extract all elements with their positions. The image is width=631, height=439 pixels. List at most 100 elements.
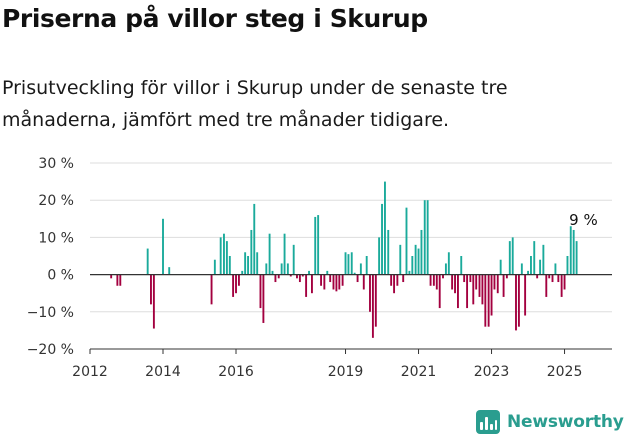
- bar: [338, 274, 341, 290]
- bar: [575, 241, 578, 275]
- bar: [244, 252, 247, 275]
- bar: [563, 274, 566, 290]
- bar: [283, 233, 286, 275]
- bar: [344, 252, 347, 275]
- y-tick-label: 10 %: [38, 230, 74, 246]
- bar: [247, 256, 250, 275]
- bar: [335, 274, 338, 292]
- bar: [447, 252, 450, 275]
- bar: [353, 272, 356, 275]
- y-tick-label: −10 %: [27, 305, 74, 321]
- bar: [524, 274, 527, 316]
- bar: [481, 274, 484, 305]
- bar: [542, 244, 545, 275]
- bar: [341, 274, 344, 286]
- bar: [393, 274, 396, 294]
- bar: [350, 252, 353, 275]
- bar: [411, 256, 414, 275]
- bar: [548, 274, 551, 279]
- bar: [557, 274, 560, 283]
- bar: [460, 256, 463, 275]
- bar: [554, 263, 557, 275]
- bar: [384, 181, 386, 275]
- bar: [268, 233, 271, 275]
- bar: [423, 200, 426, 275]
- bar: [527, 270, 529, 275]
- y-tick-label: 0 %: [47, 268, 74, 284]
- bar: [271, 270, 274, 275]
- bar: [152, 274, 155, 329]
- bar: [399, 244, 402, 275]
- bar: [533, 241, 536, 275]
- bar: [259, 274, 262, 309]
- bar: [168, 267, 171, 275]
- bar: [225, 241, 228, 275]
- bar: [232, 274, 235, 297]
- bar: [356, 274, 359, 283]
- x-tick-label: 2023: [474, 364, 510, 380]
- bar: [387, 229, 390, 275]
- bar: [466, 274, 469, 309]
- brand-name: Newsworthy: [507, 412, 624, 432]
- x-tick-label: 2014: [145, 364, 181, 380]
- brand-logo: Newsworthy: [476, 408, 624, 436]
- bar: [378, 237, 381, 275]
- bar: [256, 252, 259, 275]
- newsworthy-logo-icon: [476, 410, 500, 434]
- bar: [405, 207, 408, 275]
- bar: [551, 274, 554, 283]
- bar: [505, 274, 508, 279]
- bar: [323, 274, 326, 290]
- bar: [235, 274, 237, 294]
- bar: [381, 203, 383, 275]
- bar: [237, 274, 240, 286]
- bar: [210, 274, 213, 305]
- bar: [298, 274, 301, 283]
- bar: [545, 274, 548, 297]
- bar: [362, 274, 365, 290]
- bar: [359, 263, 362, 275]
- bar: [478, 274, 481, 297]
- bar: [520, 263, 523, 275]
- bar: [332, 274, 335, 290]
- bar: [146, 248, 149, 275]
- bar: [457, 274, 459, 309]
- bar: [444, 263, 447, 275]
- bar: [530, 256, 532, 275]
- bar: [150, 274, 152, 305]
- bar: [508, 241, 511, 275]
- bar: [329, 274, 332, 283]
- bar: [536, 274, 539, 279]
- y-tick-label: −20 %: [27, 342, 74, 358]
- bar: [250, 229, 253, 275]
- bar: [435, 274, 438, 290]
- bar: [371, 274, 374, 338]
- bar: [286, 263, 289, 275]
- bar: [515, 274, 517, 331]
- bar: [438, 274, 441, 309]
- bar: [569, 226, 572, 275]
- bar: [116, 274, 119, 286]
- bar: [451, 274, 454, 290]
- bar: [484, 274, 487, 327]
- bar: [472, 274, 475, 305]
- bar: [539, 259, 542, 275]
- bar: [292, 244, 295, 275]
- bar: [280, 263, 283, 275]
- chart-subtitle: Prisutveckling för villor i Skurup under…: [2, 77, 508, 131]
- bar: [429, 274, 432, 286]
- bar: [432, 274, 435, 286]
- bar: [228, 256, 231, 275]
- bar: [369, 274, 371, 312]
- bar: [560, 274, 563, 297]
- bar: [219, 237, 222, 275]
- bar: [326, 270, 329, 275]
- bar: [347, 254, 350, 275]
- bar: [502, 274, 505, 297]
- bar: [414, 244, 417, 275]
- bar: [487, 274, 490, 327]
- bar: [469, 274, 472, 283]
- bar: [442, 274, 444, 279]
- bar: [320, 274, 323, 286]
